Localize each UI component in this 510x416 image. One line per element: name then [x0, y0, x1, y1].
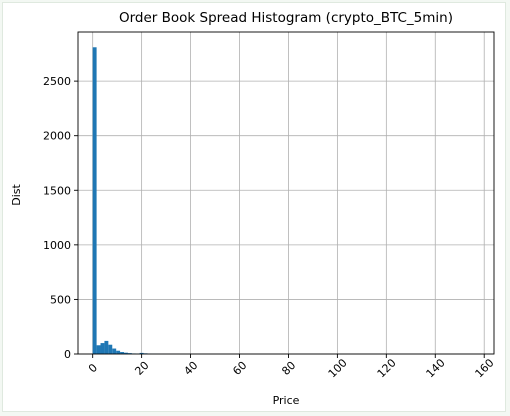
axes — [74, 31, 495, 358]
y-tick-label: 500 — [50, 293, 71, 306]
x-tick-label: 0 — [86, 361, 100, 375]
histogram-bar — [124, 352, 128, 354]
x-tick-label: 20 — [132, 359, 151, 378]
histogram-bar — [108, 344, 113, 354]
y-tick-label: 1500 — [43, 184, 71, 197]
histogram-bar — [92, 47, 97, 354]
histogram-bars — [92, 47, 179, 354]
y-axis-label: Dist — [10, 184, 23, 206]
x-tick-label: 160 — [473, 356, 497, 380]
histogram-bar — [139, 352, 144, 354]
histogram-bar — [96, 345, 101, 354]
histogram-bar — [100, 343, 105, 354]
histogram-bar — [112, 348, 117, 354]
x-tick-label: 80 — [279, 359, 298, 378]
y-tick-label: 2000 — [43, 130, 71, 143]
grid-lines — [78, 32, 494, 355]
x-tick-label: 40 — [181, 359, 200, 378]
x-tick-label: 100 — [326, 356, 350, 380]
x-tick-label: 140 — [424, 356, 448, 380]
figure-frame — [2, 2, 506, 412]
y-tick-label: 2500 — [43, 75, 71, 88]
plot-area-border — [77, 31, 495, 355]
y-tick-label: 1000 — [43, 239, 71, 252]
histogram-bar — [120, 352, 125, 354]
histogram-bar — [104, 340, 109, 354]
histogram-bar — [116, 350, 121, 354]
chart-title: Order Book Spread Histogram (crypto_BTC_… — [119, 10, 453, 26]
y-tick-label: 0 — [64, 348, 71, 361]
x-tick-label: 120 — [375, 356, 399, 380]
x-axis-label: Price — [273, 394, 300, 407]
x-tick-label: 60 — [230, 359, 249, 378]
tick-labels: 0 500 1000 1500 2000 2500 0 20 40 60 80 100 120 140 16… — [43, 75, 497, 380]
